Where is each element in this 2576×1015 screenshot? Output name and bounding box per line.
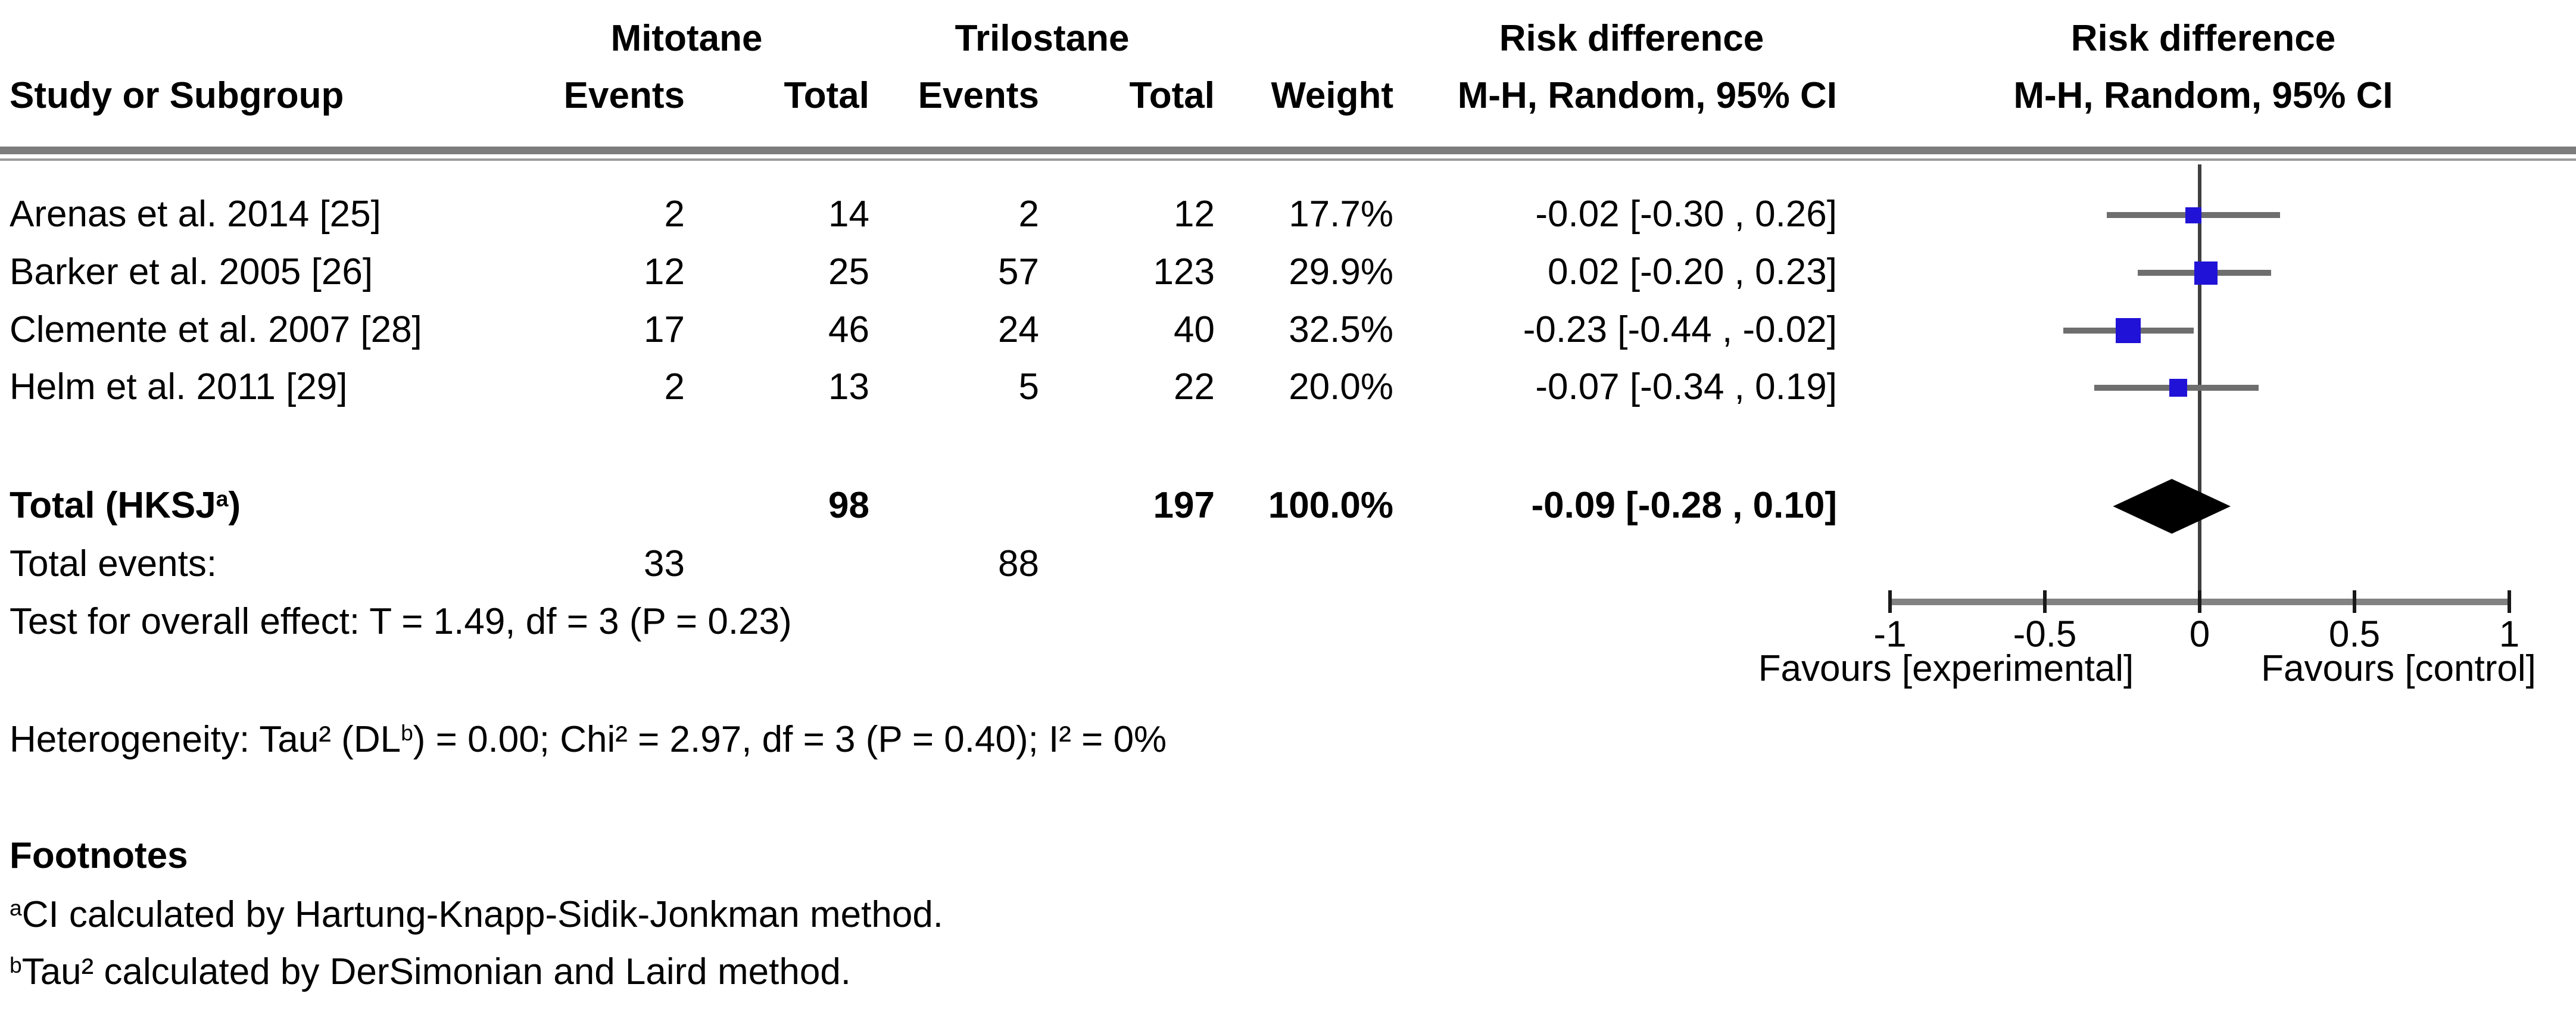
study-events-trilostane: 2 (1018, 194, 1039, 235)
study-weight: 32.5% (1289, 309, 1393, 351)
study-weight: 17.7% (1289, 194, 1393, 235)
plot-header-mh-ci: M-H, Random, 95% CI (2013, 75, 2393, 117)
axis-tick (1888, 590, 1892, 613)
study-total-trilostane: 123 (1153, 251, 1215, 293)
study-total-mitotane: 14 (828, 194, 869, 235)
study-events-mitotane: 17 (644, 309, 685, 351)
study-ci-text: -0.07 [-0.34 , 0.19] (1535, 366, 1837, 408)
column-header-events-mitotane: Events (563, 75, 685, 117)
column-header-total-trilostane: Total (1129, 75, 1215, 117)
total-events-label: Total events: (10, 543, 217, 585)
effect-square (2185, 207, 2202, 223)
total-events-mitotane: 33 (644, 543, 685, 585)
total-label-text: Total (HKSJ (10, 485, 216, 527)
column-header-total-mitotane: Total (784, 75, 870, 117)
total-label-footnote-marker: a (216, 486, 229, 512)
study-weight: 20.0% (1289, 366, 1393, 408)
total-label-close: ) (228, 485, 241, 527)
column-header-weight: Weight (1271, 75, 1394, 117)
study-total-trilostane: 22 (1174, 366, 1215, 408)
study-events-trilostane: 57 (998, 251, 1039, 293)
footnotes-heading: Footnotes (10, 835, 188, 877)
study-ci-text: 0.02 [-0.20 , 0.23] (1547, 251, 1837, 293)
column-header-events-trilostane: Events (918, 75, 1039, 117)
axis-tick-label: 0 (2189, 614, 2210, 655)
column-header-mh-ci: M-H, Random, 95% CI (1457, 75, 1837, 117)
study-label: Clemente et al. 2007 [28] (10, 309, 422, 351)
heterogeneity-post: ) = 0.00; Chi² = 2.97, df = 3 (P = 0.40)… (413, 719, 1167, 761)
axis-tick-label: -0.5 (2013, 614, 2077, 655)
axis-tick (2353, 590, 2356, 613)
study-label: Helm et al. 2011 [29] (10, 366, 348, 408)
total-row-label: Total (HKSJa) (10, 486, 241, 525)
overall-effect-text: Test for overall effect: T = 1.49, df = … (10, 601, 792, 643)
axis-tick-label: -1 (1873, 614, 1907, 655)
study-events-mitotane: 12 (644, 251, 685, 293)
study-ci-text: -0.02 [-0.30 , 0.26] (1535, 194, 1837, 235)
study-events-mitotane: 2 (664, 366, 685, 408)
study-events-trilostane: 5 (1018, 366, 1039, 408)
study-events-mitotane: 2 (664, 194, 685, 235)
axis-tick (2198, 590, 2201, 613)
effect-square (2169, 379, 2187, 397)
axis-label-favours-experimental: Favours [experimental] (1758, 648, 2134, 690)
effect-square (2116, 318, 2141, 343)
footnote-b: bTau² calculated by DerSimonian and Lair… (10, 952, 851, 991)
footnote-a: aCI calculated by Hartung-Knapp-Sidik-Jo… (10, 895, 943, 934)
footnote-b-marker: b (10, 952, 22, 978)
axis-tick-label: 1 (2499, 614, 2520, 655)
study-total-trilostane: 40 (1174, 309, 1215, 351)
summary-diamond (2113, 479, 2231, 534)
zero-effect-line (2198, 164, 2201, 602)
study-weight: 29.9% (1289, 251, 1393, 293)
effect-square (2194, 261, 2218, 285)
heterogeneity-text: Heterogeneity: Tau² (DLb) = 0.00; Chi² =… (10, 720, 1167, 759)
group-header-trilostane: Trilostane (955, 18, 1130, 60)
study-label: Arenas et al. 2014 [25] (10, 194, 381, 235)
axis-tick (2043, 590, 2047, 613)
study-total-mitotane: 13 (828, 366, 869, 408)
study-ci-text: -0.23 [-0.44 , -0.02] (1523, 309, 1837, 351)
total-mitotane-n: 98 (828, 485, 869, 527)
group-header-mitotane: Mitotane (610, 18, 763, 60)
column-header-study: Study or Subgroup (10, 75, 344, 117)
total-weight: 100.0% (1268, 485, 1393, 527)
total-events-trilostane: 88 (998, 543, 1039, 585)
column-header-risk-difference: Risk difference (1499, 18, 1764, 60)
heterogeneity-footnote-marker: b (401, 720, 413, 746)
axis-label-favours-control: Favours [control] (2261, 648, 2536, 690)
axis-tick-label: 0.5 (2328, 614, 2381, 655)
footnote-a-marker: a (10, 895, 22, 921)
study-label: Barker et al. 2005 [26] (10, 251, 373, 293)
header-rule-thin (0, 158, 2576, 161)
heterogeneity-pre: Heterogeneity: Tau² (DL (10, 719, 401, 761)
footnote-a-text: CI calculated by Hartung-Knapp-Sidik-Jon… (21, 894, 944, 936)
axis-tick (2508, 590, 2511, 613)
study-events-trilostane: 24 (998, 309, 1039, 351)
study-total-mitotane: 25 (828, 251, 869, 293)
plot-header-risk-difference: Risk difference (2070, 18, 2336, 60)
study-total-trilostane: 12 (1174, 194, 1215, 235)
total-trilostane-n: 197 (1153, 485, 1215, 527)
study-total-mitotane: 46 (828, 309, 869, 351)
header-rule-thick (0, 147, 2576, 154)
footnote-b-text: Tau² calculated by DerSimonian and Laird… (21, 951, 852, 993)
total-ci-text: -0.09 [-0.28 , 0.10] (1531, 485, 1838, 527)
